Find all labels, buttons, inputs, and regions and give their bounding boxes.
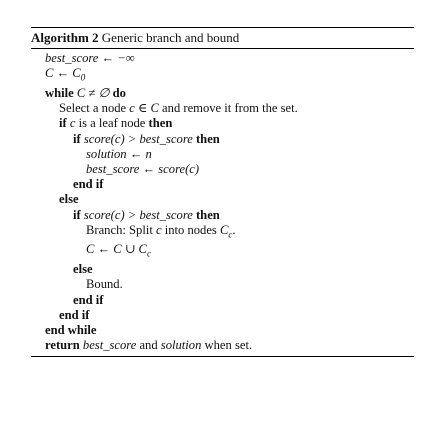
- algorithm-line: else: [31, 192, 414, 207]
- math-expression: C ≠ ∅: [76, 85, 110, 100]
- algorithm-line: end while: [31, 323, 414, 338]
- line-text: when set.: [201, 338, 253, 353]
- bottom-rule: [31, 356, 414, 358]
- math-expression: C: [219, 222, 229, 237]
- algorithm-block: Algorithm 2 Generic branch and bound bes…: [31, 27, 414, 358]
- algorithm-line: Select a node c ∈ C and remove it from t…: [31, 101, 414, 116]
- keyword: end if: [59, 307, 90, 322]
- line-text: Branch: Split: [86, 222, 156, 237]
- math-expression: c: [228, 229, 233, 240]
- keyword: while: [45, 85, 74, 100]
- math-expression: c: [155, 222, 162, 237]
- math-expression: C ← C: [45, 66, 81, 81]
- keyword: do: [109, 85, 126, 100]
- algorithm-line: best_score ← score(c): [31, 162, 414, 177]
- math-expression: best_score ← score(c): [86, 161, 200, 176]
- algorithm-line: return best_score and solution when set.: [31, 338, 414, 353]
- math-expression: C ← C ∪ C: [86, 242, 147, 257]
- math-expression: solution ← n: [86, 146, 152, 161]
- caption-title: Generic branch and bound: [101, 30, 240, 45]
- math-expression: c: [69, 116, 76, 131]
- algorithm-line: else: [31, 262, 414, 277]
- line-text: and remove it from the set.: [158, 101, 298, 116]
- line-text: Select a node: [59, 101, 130, 116]
- algorithm-line: C ← C0: [31, 66, 414, 86]
- algorithm-line: end if: [31, 308, 414, 323]
- line-text: and: [136, 338, 161, 353]
- algorithm-line: solution ← n: [31, 147, 414, 162]
- algorithm-line: while C ≠ ∅ do: [31, 86, 414, 101]
- algorithm-line: Branch: Split c into nodes Cc.: [31, 223, 414, 243]
- algorithm-line: best_score ← −∞: [31, 51, 414, 66]
- keyword: then: [148, 116, 173, 131]
- line-text: Bound.: [86, 277, 123, 292]
- keyword: then: [192, 131, 220, 146]
- algorithm-line: end if: [31, 177, 414, 192]
- math-expression: c ∈ C: [129, 101, 159, 116]
- keyword: if: [73, 131, 81, 146]
- math-expression: score(c) > best_score: [83, 207, 193, 222]
- math-expression: best_score ← −∞: [45, 51, 135, 65]
- algorithm-caption: Algorithm 2 Generic branch and bound: [31, 28, 414, 46]
- keyword: if: [59, 116, 67, 131]
- keyword: else: [73, 262, 93, 277]
- algorithm-body: best_score ← −∞ C ← C0 while C ≠ ∅ do Selec…: [31, 49, 414, 353]
- line-text: into nodes: [161, 222, 220, 237]
- algorithm-line: if score(c) > best_score then: [31, 208, 414, 223]
- algorithm-line: end if: [31, 293, 414, 308]
- keyword: then: [192, 207, 220, 222]
- line-text: .: [232, 222, 236, 237]
- caption-rule: [31, 48, 414, 49]
- math-expression: 0: [80, 72, 86, 83]
- keyword: if: [73, 207, 81, 222]
- math-expression: score(c) > best_score: [83, 131, 193, 146]
- math-expression: solution: [160, 338, 202, 353]
- line-text: is a leaf node: [75, 116, 149, 131]
- algorithm-line: if c is a leaf node then: [31, 116, 414, 131]
- caption-label: Algorithm 2: [31, 30, 99, 45]
- keyword: return: [45, 338, 80, 353]
- math-expression: best_score: [82, 338, 137, 353]
- keyword: else: [59, 192, 79, 207]
- keyword: end if: [73, 292, 104, 307]
- keyword: end while: [45, 323, 97, 337]
- top-rule: [31, 27, 414, 28]
- math-expression: c: [146, 248, 151, 259]
- algorithm-line: C ← C ∪ Cc: [31, 242, 414, 262]
- keyword: end if: [73, 177, 104, 192]
- algorithm-line: Bound.: [31, 277, 414, 292]
- algorithm-line: if score(c) > best_score then: [31, 132, 414, 147]
